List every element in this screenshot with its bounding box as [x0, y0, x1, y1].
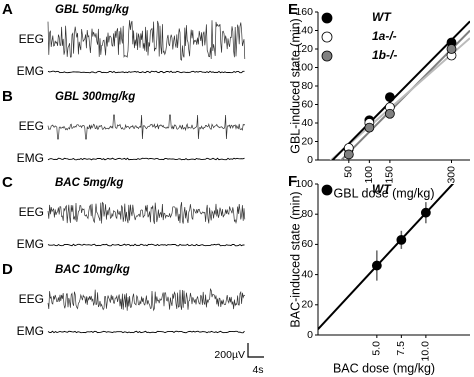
y-tick-label: 160	[295, 6, 313, 18]
plot-area	[318, 184, 455, 330]
panel-title: GBL 300mg/kg	[55, 91, 135, 103]
panel-letter: E	[288, 1, 298, 18]
y-tick-label: 20	[301, 299, 313, 311]
y-tick-label: 60	[301, 98, 313, 110]
data-point	[396, 234, 407, 245]
x-tick-label: 300	[445, 166, 457, 184]
y-tick-label: 80	[301, 208, 313, 220]
y-tick-label: 0	[307, 154, 313, 166]
data-point	[384, 108, 395, 119]
legend-marker	[321, 12, 333, 24]
x-tick-label: 50	[343, 166, 355, 178]
legend-label: WT	[372, 10, 392, 24]
emg-label: EMG	[17, 64, 44, 78]
legend-label: 1a-/-	[372, 29, 397, 43]
panel-letter: B	[2, 88, 13, 105]
emg-label: EMG	[17, 237, 44, 251]
y-axis-label: GBL-induced state (min)	[288, 18, 302, 153]
plot-area	[329, 20, 470, 160]
legend-label: WT	[372, 182, 392, 196]
x-axis-label: BAC dose (mg/kg)	[333, 361, 435, 375]
data-point	[420, 207, 431, 218]
scale-amplitude: 200µV	[214, 349, 245, 361]
eeg-label: EEG	[19, 119, 44, 133]
y-tick-label: 80	[301, 80, 313, 92]
panel-letter: F	[288, 173, 297, 190]
y-tick-label: 120	[295, 43, 313, 55]
regression-line	[318, 184, 455, 330]
emg-trace	[47, 243, 245, 247]
x-tick-label: 7.5	[395, 341, 407, 356]
y-tick-label: 0	[307, 329, 313, 341]
legend-marker	[321, 31, 333, 43]
panel-letter: C	[2, 174, 13, 191]
emg-trace	[47, 330, 245, 334]
eeg-trace	[47, 288, 246, 312]
emg-label: EMG	[17, 151, 44, 165]
emg-label: EMG	[17, 324, 44, 338]
eeg-label: EEG	[19, 32, 44, 46]
scale-bar	[247, 343, 264, 358]
y-tick-label: 100	[295, 178, 313, 190]
y-tick-label: 60	[301, 238, 313, 250]
x-tick-label: 10.0	[420, 341, 432, 362]
eeg-label: EEG	[19, 292, 44, 306]
y-tick-label: 40	[301, 117, 313, 129]
y-tick-label: 100	[295, 61, 313, 73]
panel-letter: A	[2, 1, 13, 18]
x-tick-label: 5.0	[371, 341, 383, 356]
emg-trace	[47, 157, 245, 161]
data-point	[364, 122, 375, 133]
data-point	[446, 44, 457, 54]
y-axis-label: BAC-induced state (min)	[288, 191, 302, 327]
legend-label: 1b-/-	[372, 48, 397, 62]
x-tick-label: 100	[363, 166, 375, 184]
y-tick-label: 20	[301, 135, 313, 147]
legend-marker	[321, 184, 333, 196]
panel-title: GBL 50mg/kg	[55, 4, 129, 16]
legend-marker	[321, 50, 333, 62]
eeg-trace	[47, 114, 246, 140]
y-tick-label: 40	[301, 268, 313, 280]
x-axis-label: GBL dose (mg/kg)	[334, 186, 435, 200]
data-point	[384, 92, 395, 102]
data-point	[343, 149, 354, 160]
panel-letter: D	[2, 261, 13, 278]
scale-time: 4s	[252, 364, 263, 376]
panel-title: BAC 5mg/kg	[55, 177, 123, 189]
emg-trace	[47, 70, 245, 74]
x-tick-label: 150	[384, 166, 396, 184]
eeg-label: EEG	[19, 205, 44, 219]
y-tick-label: 140	[295, 24, 313, 36]
eeg-trace	[47, 201, 246, 225]
eeg-trace	[47, 20, 246, 61]
panel-title: BAC 10mg/kg	[55, 264, 130, 276]
data-point	[371, 260, 382, 271]
